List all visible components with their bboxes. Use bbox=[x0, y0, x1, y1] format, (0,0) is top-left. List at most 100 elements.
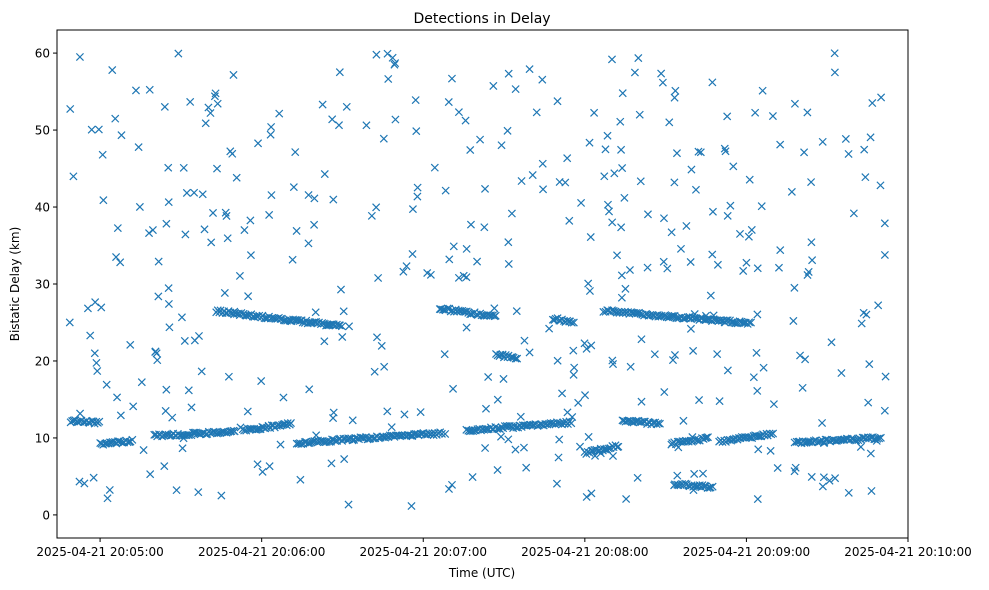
detection-point bbox=[342, 102, 351, 111]
detection-point bbox=[253, 460, 262, 469]
detection-point bbox=[276, 440, 285, 449]
detection-point bbox=[165, 323, 174, 332]
detection-point bbox=[868, 99, 877, 108]
detection-point bbox=[596, 449, 605, 458]
detection-point bbox=[819, 439, 828, 448]
detection-point bbox=[803, 108, 812, 117]
detection-point bbox=[867, 486, 876, 495]
detection-point bbox=[504, 69, 513, 78]
detection-point bbox=[372, 50, 381, 59]
detection-point bbox=[258, 467, 267, 476]
detection-point bbox=[563, 154, 572, 163]
detection-point bbox=[613, 251, 622, 260]
detection-point bbox=[113, 393, 122, 402]
detection-point bbox=[267, 122, 276, 131]
detection-point bbox=[99, 196, 108, 205]
detection-point bbox=[201, 119, 210, 128]
detection-point bbox=[507, 209, 516, 218]
detection-point bbox=[667, 312, 676, 321]
detection-point bbox=[807, 238, 816, 247]
detection-point bbox=[696, 148, 705, 157]
detection-point bbox=[335, 321, 345, 330]
detection-point bbox=[80, 479, 89, 488]
detection-point bbox=[860, 145, 869, 154]
detection-point bbox=[622, 494, 631, 504]
detection-point bbox=[204, 103, 213, 112]
detection-point bbox=[337, 322, 346, 331]
y-tick-label: 0 bbox=[42, 508, 50, 522]
detection-point bbox=[89, 473, 98, 482]
detection-point bbox=[757, 202, 766, 211]
detection-point bbox=[659, 214, 669, 223]
detection-point bbox=[766, 446, 775, 455]
detection-point bbox=[411, 96, 420, 105]
detection-point bbox=[582, 492, 591, 501]
x-tick-label: 2025-04-21 20:09:00 bbox=[683, 545, 810, 559]
detection-point bbox=[179, 434, 188, 443]
detection-point bbox=[516, 412, 525, 421]
detection-point bbox=[876, 433, 885, 442]
detection-point bbox=[808, 256, 817, 265]
detection-point bbox=[223, 234, 232, 243]
detection-point bbox=[254, 139, 263, 148]
detection-point bbox=[569, 370, 578, 379]
detection-point bbox=[759, 363, 768, 372]
detection-point bbox=[584, 432, 593, 441]
detection-point bbox=[765, 429, 774, 438]
detection-point bbox=[616, 117, 625, 126]
detection-point bbox=[695, 396, 704, 405]
detection-point bbox=[689, 346, 698, 355]
detection-point bbox=[211, 89, 220, 98]
detection-point bbox=[525, 348, 534, 357]
detection-point bbox=[584, 279, 593, 288]
detection-point bbox=[604, 207, 614, 216]
detection-point bbox=[581, 391, 590, 400]
detection-point bbox=[75, 477, 84, 486]
y-tick-label: 60 bbox=[35, 47, 50, 61]
detection-point bbox=[164, 299, 173, 309]
detection-point bbox=[217, 491, 226, 500]
detection-point bbox=[294, 316, 303, 325]
detection-point bbox=[383, 407, 392, 416]
detection-point bbox=[190, 336, 199, 345]
x-tick-label: 2025-04-21 20:08:00 bbox=[521, 545, 648, 559]
detection-point bbox=[881, 372, 890, 381]
detection-point bbox=[768, 112, 777, 121]
detection-point bbox=[318, 100, 327, 109]
detection-point bbox=[690, 469, 699, 478]
y-axis-label: Bistatic Delay (km) bbox=[8, 227, 22, 342]
detection-point bbox=[151, 347, 160, 357]
detection-point bbox=[244, 292, 253, 301]
detection-point bbox=[221, 208, 230, 217]
detection-point bbox=[304, 190, 313, 200]
detection-point bbox=[164, 163, 173, 172]
detection-point bbox=[286, 419, 295, 428]
detection-point bbox=[569, 346, 578, 355]
detection-point bbox=[95, 417, 104, 426]
detection-point bbox=[187, 403, 196, 412]
detection-point bbox=[362, 121, 371, 130]
detection-point bbox=[429, 431, 438, 440]
detection-point bbox=[444, 98, 453, 107]
detection-point bbox=[790, 283, 799, 292]
detection-point bbox=[635, 110, 644, 119]
detection-point bbox=[708, 250, 717, 259]
detection-point bbox=[220, 288, 229, 297]
detection-point bbox=[862, 310, 871, 319]
detection-point bbox=[654, 419, 663, 428]
detection-point bbox=[388, 53, 397, 62]
detection-point bbox=[504, 422, 513, 431]
detection-point bbox=[93, 367, 102, 376]
detection-point bbox=[113, 437, 122, 446]
detection-point bbox=[232, 173, 241, 182]
detection-point bbox=[208, 208, 218, 217]
detection-point bbox=[802, 438, 811, 447]
detection-point bbox=[703, 433, 712, 442]
detection-point bbox=[519, 443, 528, 452]
detection-point bbox=[801, 355, 810, 364]
detection-point bbox=[668, 311, 677, 320]
detection-point bbox=[679, 416, 688, 425]
detection-point bbox=[236, 423, 245, 432]
detection-point bbox=[476, 135, 485, 144]
detection-point bbox=[554, 453, 563, 462]
